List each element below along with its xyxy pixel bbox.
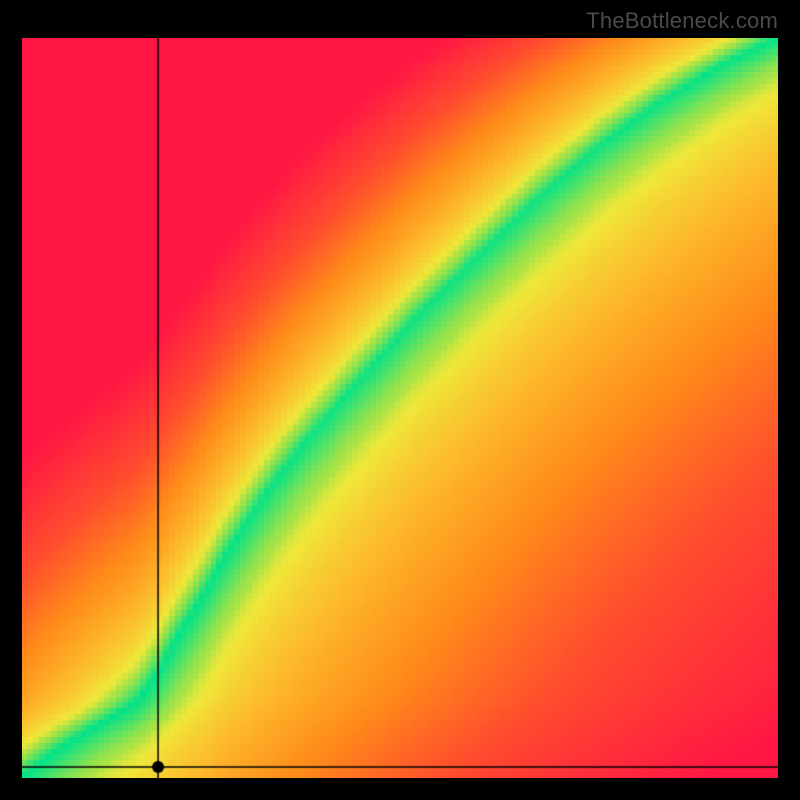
watermark-text: TheBottleneck.com: [586, 8, 778, 34]
heatmap-canvas: [22, 38, 778, 778]
